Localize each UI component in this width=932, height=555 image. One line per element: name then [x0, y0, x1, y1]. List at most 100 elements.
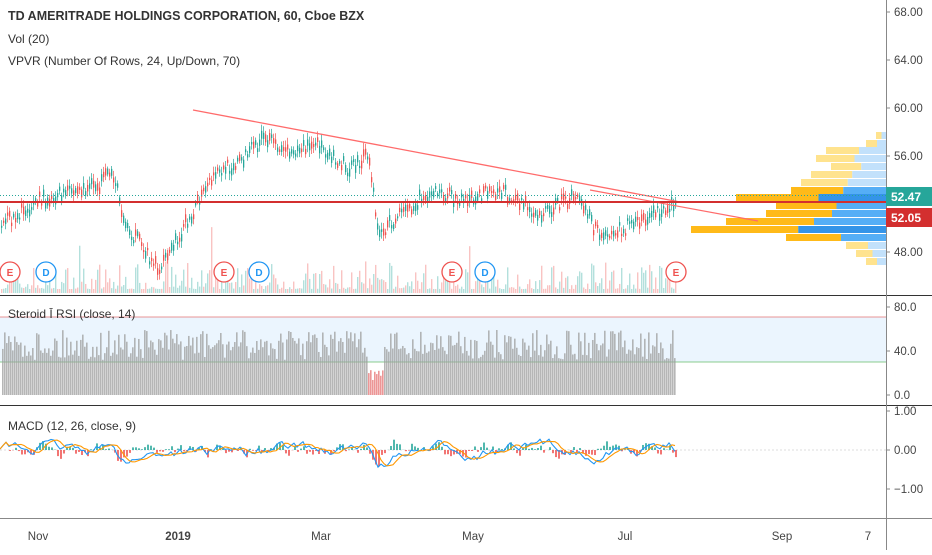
volume-bar [627, 285, 628, 293]
rsi-bar [196, 337, 198, 395]
rsi-bar [298, 338, 300, 395]
volume-legend[interactable]: Vol (20) [8, 32, 49, 46]
volume-bar [421, 282, 422, 293]
volume-bar [361, 282, 362, 293]
volume-bar [509, 288, 510, 293]
rsi-bar [228, 342, 230, 395]
candle-body [599, 235, 600, 240]
rsi-bar [506, 342, 508, 395]
macd-tick-label: 1.00 [894, 406, 916, 418]
vpvr-row-down [846, 242, 868, 249]
candle-body [337, 163, 338, 168]
candle-body [415, 203, 416, 211]
macd-histogram-bar [162, 450, 164, 452]
candle-body [567, 204, 568, 209]
volume-bar [449, 281, 450, 293]
rsi-bar [328, 355, 330, 395]
macd-histogram-bar [159, 450, 161, 451]
rsi-bar [434, 350, 436, 395]
volume-bar [339, 289, 340, 293]
volume-bar [661, 268, 662, 293]
candle-body [661, 209, 662, 217]
candle-body [409, 204, 410, 209]
vpvr-legend[interactable]: VPVR (Number Of Rows, 24, Up/Down, 70) [8, 54, 240, 68]
volume-bar [491, 279, 492, 293]
candle-body [281, 145, 282, 152]
macd-histogram-bar [306, 450, 308, 454]
candle-body [589, 209, 590, 215]
rsi-bar [216, 343, 218, 395]
rsi-bar [442, 347, 444, 395]
rsi-bar [628, 350, 630, 395]
macd-histogram-bar [78, 450, 80, 452]
rsi-legend[interactable]: Steroid Ī RSI (close, 14) [8, 307, 135, 321]
candle-body [359, 166, 360, 168]
volume-bar [177, 288, 178, 293]
rsi-bar [214, 345, 216, 395]
rsi-bar [90, 357, 92, 395]
volume-bar [147, 289, 148, 293]
rsi-bar [34, 360, 36, 395]
macd-histogram-bar [105, 449, 107, 450]
vpvr-row-up [868, 242, 886, 249]
volume-bar [405, 285, 406, 293]
time-tick-label: May [462, 531, 484, 543]
candle-body [455, 194, 456, 199]
candle-body [583, 206, 584, 213]
volume-bar [517, 275, 518, 293]
volume-bar [351, 272, 352, 293]
volume-bar [85, 284, 86, 293]
candle-body [183, 224, 184, 227]
macd-histogram-bar [483, 443, 485, 450]
volume-bar [643, 273, 644, 293]
macd-legend[interactable]: MACD (12, 26, close, 9) [8, 419, 136, 433]
rsi-bar [648, 332, 650, 395]
volume-bar [407, 282, 408, 293]
rsi-bar [606, 357, 608, 395]
volume-bar [93, 289, 94, 293]
rsi-bar [566, 331, 568, 395]
candle-body [351, 160, 352, 164]
macd-histogram-bar [606, 441, 608, 450]
volume-bar [413, 289, 414, 293]
macd-histogram-bar [528, 449, 530, 450]
rsi-bar [260, 339, 262, 395]
candle-body [221, 173, 222, 175]
volume-bar [133, 289, 134, 293]
dividend-badge-label: D [42, 268, 49, 279]
volume-bar [261, 286, 262, 293]
volume-bar [345, 289, 346, 293]
candle-body [247, 154, 248, 157]
volume-bar [105, 269, 106, 293]
candle-body [131, 237, 132, 240]
volume-bar [67, 268, 68, 293]
volume-bar [97, 270, 98, 293]
volume-bar [423, 273, 424, 293]
candle-body [645, 220, 646, 226]
macd-histogram-bar [450, 450, 452, 456]
candle-body [169, 250, 170, 253]
macd-histogram-bar [516, 450, 518, 453]
price-tick-label: 48.00 [894, 247, 923, 259]
volume-bar [23, 288, 24, 293]
candle-body [577, 194, 578, 197]
volume-bar [335, 283, 336, 293]
candle-body [283, 147, 284, 151]
volume-bar [169, 287, 170, 293]
volume-bar [19, 284, 20, 293]
rsi-bar [366, 357, 368, 395]
vpvr-row-down [801, 179, 848, 186]
rsi-bar [430, 343, 432, 395]
volume-bar [389, 263, 390, 293]
volume-bar [89, 289, 90, 293]
volume-bar [289, 287, 290, 293]
candle-body [243, 160, 244, 168]
volume-bar [635, 289, 636, 293]
price-tick-label: 60.00 [894, 103, 923, 115]
price-tick-label: 68.00 [894, 7, 923, 19]
macd-histogram-bar [399, 444, 401, 450]
candle-body [261, 131, 262, 139]
volume-bar [595, 282, 596, 293]
